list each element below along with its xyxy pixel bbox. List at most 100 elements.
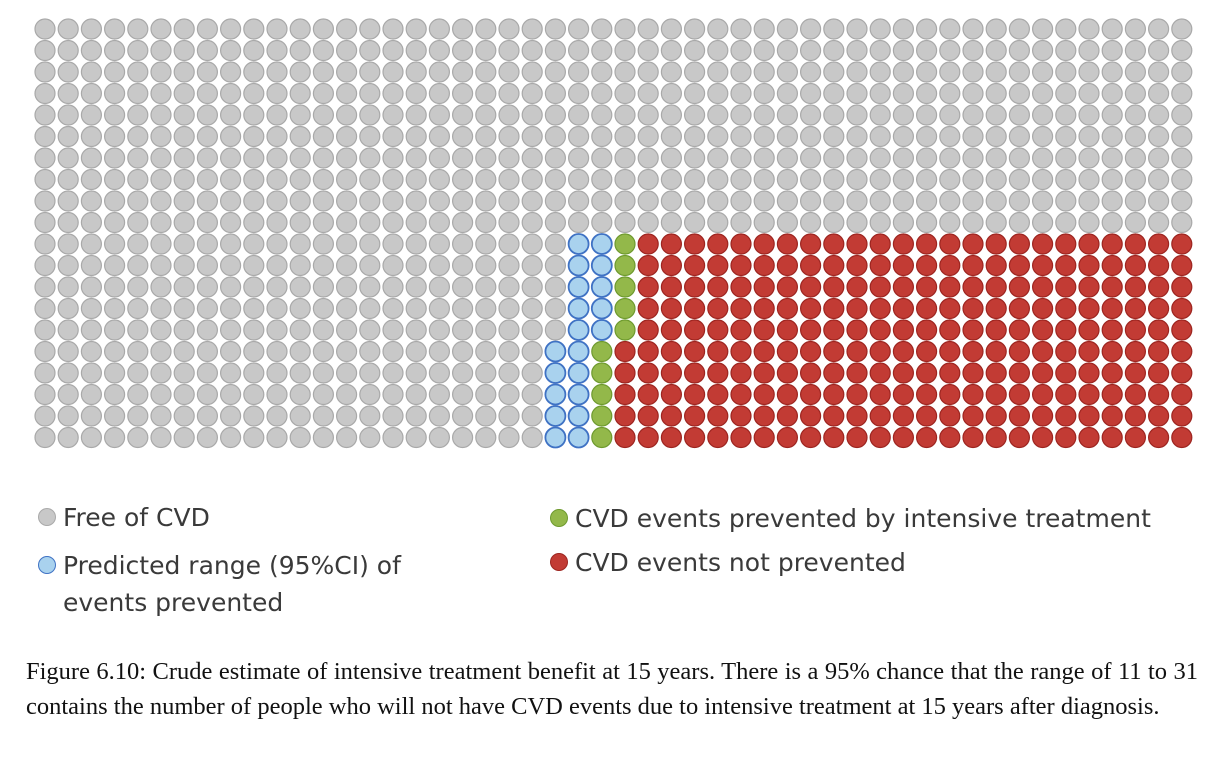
dot-not-prevented [1171,340,1193,363]
dot-free [452,426,474,449]
dot-free [939,125,961,148]
dot-free [498,340,520,363]
dot-not-prevented [1078,233,1100,255]
dot-not-prevented [776,383,799,406]
dot-free [892,104,915,126]
dot-free [1171,190,1193,212]
dot-not-prevented [823,233,845,255]
dot-free [312,426,334,449]
dot-not-prevented [1031,233,1054,255]
dot-prevented [614,254,636,277]
dot-not-prevented [939,340,961,363]
dot-free [892,168,915,191]
dot-free [173,125,195,148]
dot-free [428,147,450,169]
dot-not-prevented [892,233,915,255]
dot-not-prevented [1171,405,1193,427]
dot-free [1031,125,1054,148]
dot-free [266,168,288,191]
dot-free [80,340,103,363]
dot-not-prevented [1124,383,1147,406]
dot-free [57,168,79,191]
dot-free [452,254,474,277]
dot-not-prevented [939,426,961,449]
dot-free [452,82,474,105]
dot-free [243,82,265,105]
dot-free [103,125,126,148]
dot-free [1124,104,1147,126]
dot-free [243,168,265,191]
dot-not-prevented [823,319,845,341]
legend-swatch-prevented [550,509,568,527]
dot-free [220,254,242,277]
dot-not-prevented [1078,362,1100,384]
dot-free [452,383,474,406]
dot-free [150,39,172,62]
dot-free [289,190,311,212]
dot-free [196,383,218,406]
dot-not-prevented [730,297,752,320]
dot-free [150,61,172,83]
legend-swatch-range [38,556,56,574]
dot-free [173,39,195,62]
dot-free [637,147,659,169]
dot-free [939,211,961,234]
dot-free [336,426,358,449]
dot-prevented [614,233,636,255]
dot-free [127,190,149,212]
dot-free [614,125,636,148]
dot-free [220,233,242,255]
dot-not-prevented [985,405,1007,427]
dot-range [590,319,613,341]
dot-free [382,82,404,105]
dot-free [289,276,311,298]
dot-free [1124,190,1147,212]
dot-free [220,211,242,234]
dot-free [1124,82,1147,105]
legend-item-range: Predicted range (95%CI) of events preven… [38,547,401,621]
dot-free [243,39,265,62]
dot-not-prevented [1078,383,1100,406]
dot-free [127,233,149,255]
dot-free [289,61,311,83]
dot-not-prevented [637,254,659,277]
dot-free [359,405,381,427]
dot-free [452,276,474,298]
dot-free [103,297,126,320]
dot-free [173,211,195,234]
dot-free [753,61,775,83]
dot-free [150,362,172,384]
dot-free [1008,18,1031,40]
dot-not-prevented [1078,405,1100,427]
dot-not-prevented [707,276,729,298]
dot-free [915,168,938,191]
dot-range [567,276,590,298]
dot-not-prevented [939,297,961,320]
dot-free [266,61,288,83]
dot-range [544,405,567,427]
dot-free [544,276,567,298]
dot-free [243,125,265,148]
dot-free [80,297,103,320]
dot-free [127,340,149,363]
dot-free [289,405,311,427]
dot-free [1147,104,1170,126]
dot-free [1101,39,1123,62]
dot-free [103,147,126,169]
dot-free [289,168,311,191]
dot-not-prevented [683,340,706,363]
dot-free [985,147,1007,169]
dot-free [498,39,520,62]
dot-free [196,405,218,427]
dot-free [312,147,334,169]
dot-free [34,362,56,384]
dot-not-prevented [869,297,891,320]
dot-free [289,233,311,255]
dot-free [591,147,613,169]
dot-free [336,18,358,40]
dot-not-prevented [1171,319,1193,341]
dot-free [80,61,103,83]
dot-free [753,39,775,62]
dot-free [243,61,265,83]
dot-not-prevented [1055,254,1077,277]
